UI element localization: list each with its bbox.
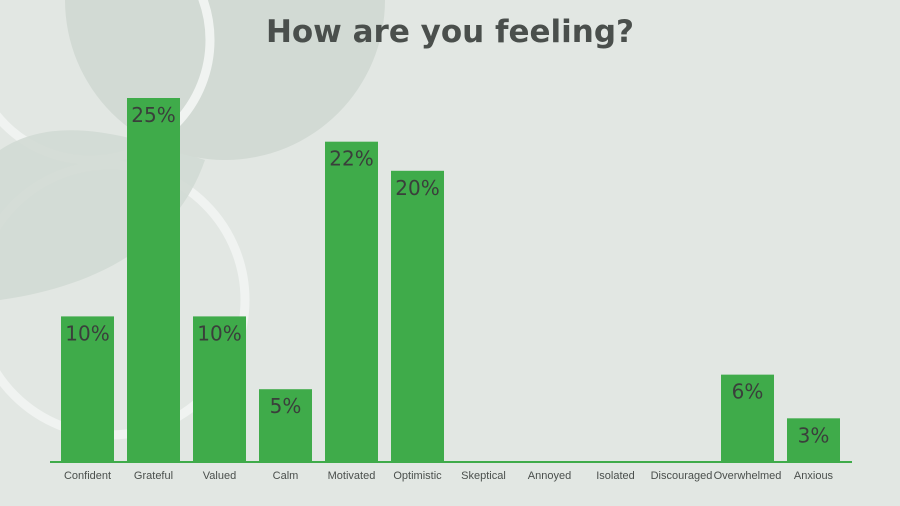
- category-label-skeptical: Skeptical: [461, 470, 506, 482]
- category-label-discouraged: Discouraged: [651, 470, 713, 482]
- category-label-annoyed: Annoyed: [528, 470, 571, 482]
- category-labels-group: Confident Grateful Valued Calm Motivated Opti…: [64, 470, 834, 482]
- bar-optimistic: [391, 170, 444, 463]
- bar-calm: [259, 389, 312, 462]
- bar-overwhelmed: [721, 374, 774, 462]
- value-label-anxious: 3%: [798, 423, 830, 447]
- bar-motivated: [325, 141, 378, 462]
- value-label-motivated: 22%: [329, 147, 373, 171]
- category-label-motivated: Motivated: [328, 470, 376, 482]
- category-label-valued: Valued: [203, 470, 236, 482]
- category-label-grateful: Grateful: [134, 470, 173, 482]
- value-label-grateful: 25%: [131, 103, 175, 127]
- category-label-overwhelmed: Overwhelmed: [714, 470, 782, 482]
- value-label-valued: 10%: [197, 321, 241, 345]
- bar-grateful: [127, 98, 180, 462]
- value-label-overwhelmed: 6%: [732, 380, 764, 404]
- bar-valued: [193, 316, 246, 462]
- value-label-optimistic: 20%: [395, 176, 439, 200]
- bars-group: [61, 98, 840, 463]
- chart-title: How are you feeling?: [265, 14, 635, 50]
- category-label-isolated: Isolated: [596, 470, 635, 482]
- value-label-calm: 5%: [270, 394, 302, 418]
- category-label-anxious: Anxious: [794, 470, 834, 482]
- value-labels-group: 10% 25% 10% 5% 22% 20% 6% 3%: [65, 103, 829, 447]
- bar-anxious: [787, 418, 840, 462]
- category-label-calm: Calm: [273, 470, 299, 482]
- bar-confident: [61, 316, 114, 462]
- value-label-confident: 10%: [65, 321, 109, 345]
- category-label-optimistic: Optimistic: [393, 470, 442, 482]
- category-label-confident: Confident: [64, 470, 111, 482]
